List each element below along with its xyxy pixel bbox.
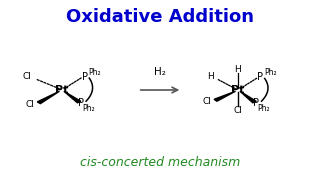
Text: P: P bbox=[257, 72, 263, 82]
Text: P: P bbox=[253, 98, 260, 108]
Text: Ph₂: Ph₂ bbox=[264, 68, 277, 77]
Text: Oxidative Addition: Oxidative Addition bbox=[66, 8, 254, 26]
Text: Pt: Pt bbox=[231, 85, 244, 95]
Text: P: P bbox=[78, 98, 84, 108]
Text: Cl: Cl bbox=[233, 106, 242, 115]
Text: cis-concerted mechanism: cis-concerted mechanism bbox=[80, 156, 240, 169]
Text: Pt: Pt bbox=[55, 85, 68, 95]
Polygon shape bbox=[214, 91, 236, 101]
Polygon shape bbox=[240, 91, 256, 103]
Text: Cl: Cl bbox=[203, 97, 212, 106]
Text: Cl: Cl bbox=[23, 72, 32, 81]
Polygon shape bbox=[37, 91, 60, 104]
Polygon shape bbox=[64, 91, 81, 103]
Text: H₂: H₂ bbox=[154, 67, 166, 77]
Text: Ph₂: Ph₂ bbox=[257, 104, 270, 113]
Text: Cl: Cl bbox=[26, 100, 35, 109]
Text: H: H bbox=[207, 72, 214, 81]
Text: H: H bbox=[234, 65, 241, 74]
Text: P: P bbox=[82, 71, 88, 82]
Text: Ph₂: Ph₂ bbox=[82, 104, 95, 113]
Text: Ph₂: Ph₂ bbox=[89, 68, 101, 77]
